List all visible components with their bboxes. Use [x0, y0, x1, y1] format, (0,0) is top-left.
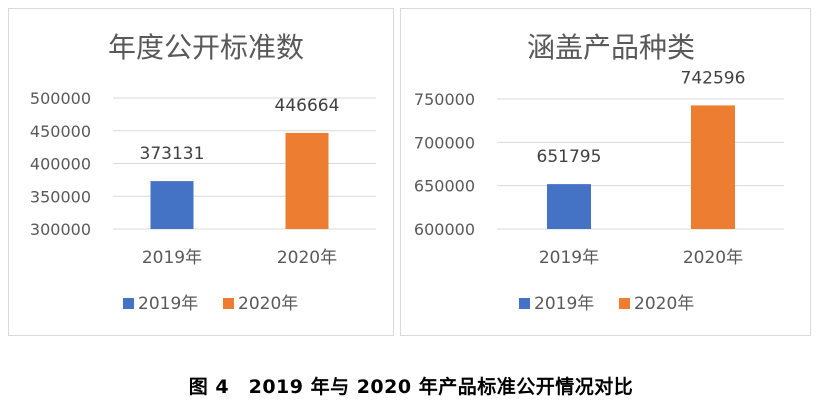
legend: 2019年 2020年 — [519, 294, 694, 314]
bar-2019年 — [547, 184, 591, 229]
data-label: 742596 — [681, 68, 746, 88]
y-tick-label: 350000 — [30, 187, 91, 206]
bar-2020年 — [691, 105, 735, 229]
y-tick-label: 600000 — [414, 220, 475, 239]
x-category-label: 2019年 — [539, 248, 599, 268]
legend-swatch — [223, 298, 234, 309]
y-tick-label: 450000 — [30, 122, 91, 141]
chart-title: 年度公开标准数 — [108, 31, 304, 64]
y-tick-label: 400000 — [30, 155, 91, 174]
x-category-label: 2019年 — [142, 248, 202, 268]
y-tick-label: 650000 — [414, 177, 475, 196]
data-label: 651795 — [537, 147, 602, 167]
x-category-label: 2020年 — [683, 248, 743, 268]
chart-panel-product-categories: 涵盖产品种类 600000 650000 700000 750000 651795 2019… — [400, 8, 811, 336]
legend: 2019年 2020年 — [123, 294, 298, 314]
chart-panel-annual-standards: 年度公开标准数 300000 350000 400000 450000 500000 373… — [8, 8, 394, 336]
y-tick-label: 300000 — [30, 220, 91, 239]
data-label: 446664 — [275, 96, 340, 116]
figure-caption: 图 4 2019 年与 2020 年产品标准公开情况对比 — [188, 376, 634, 398]
y-tick-label: 750000 — [414, 90, 475, 109]
bar-2020年 — [285, 132, 329, 229]
bar-chart-product-categories: 涵盖产品种类 600000 650000 700000 750000 651795 2019… — [414, 31, 784, 314]
legend-entry: 2019年 — [534, 294, 594, 314]
legend-swatch — [123, 298, 134, 309]
x-category-label: 2020年 — [277, 248, 337, 268]
y-tick-label: 700000 — [414, 133, 475, 152]
chart-title: 涵盖产品种类 — [527, 31, 695, 64]
legend-swatch — [519, 298, 530, 309]
legend-entry: 2019年 — [138, 294, 198, 314]
data-label: 373131 — [140, 144, 205, 164]
y-tick-label: 500000 — [30, 89, 91, 108]
legend-swatch — [619, 298, 630, 309]
bar-chart-annual-standards: 年度公开标准数 300000 350000 400000 450000 500000 373… — [30, 31, 376, 314]
legend-entry: 2020年 — [238, 294, 298, 314]
bar-2019年 — [150, 181, 194, 229]
legend-entry: 2020年 — [634, 294, 694, 314]
